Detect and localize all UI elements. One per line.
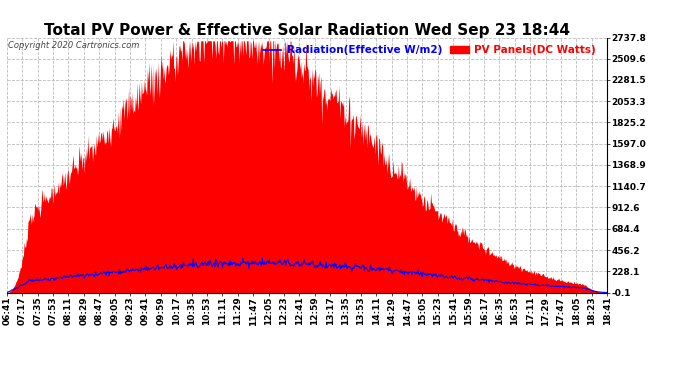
Title: Total PV Power & Effective Solar Radiation Wed Sep 23 18:44: Total PV Power & Effective Solar Radiati… xyxy=(44,22,570,38)
Legend: Radiation(Effective W/m2), PV Panels(DC Watts): Radiation(Effective W/m2), PV Panels(DC … xyxy=(263,45,596,55)
Text: Copyright 2020 Cartronics.com: Copyright 2020 Cartronics.com xyxy=(8,41,139,50)
